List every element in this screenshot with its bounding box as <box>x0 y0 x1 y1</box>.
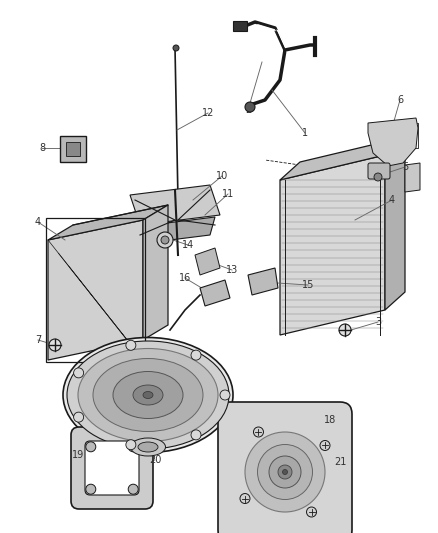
FancyBboxPatch shape <box>85 441 139 495</box>
Ellipse shape <box>143 392 153 399</box>
Ellipse shape <box>113 372 183 418</box>
Text: 6: 6 <box>397 95 403 105</box>
FancyBboxPatch shape <box>233 21 247 31</box>
Circle shape <box>161 236 169 244</box>
Text: 13: 13 <box>226 265 238 275</box>
Ellipse shape <box>67 341 229 449</box>
Circle shape <box>220 390 230 400</box>
Text: 3: 3 <box>375 317 381 327</box>
Ellipse shape <box>269 456 301 488</box>
Ellipse shape <box>258 445 312 499</box>
Text: 7: 7 <box>35 335 41 345</box>
Text: 18: 18 <box>324 415 336 425</box>
Circle shape <box>74 412 84 422</box>
Text: 1: 1 <box>302 128 308 138</box>
Polygon shape <box>130 185 220 225</box>
Polygon shape <box>248 268 278 295</box>
Polygon shape <box>368 118 418 166</box>
Circle shape <box>157 232 173 248</box>
Circle shape <box>339 324 351 336</box>
Circle shape <box>245 102 255 112</box>
Circle shape <box>128 484 138 494</box>
Polygon shape <box>48 220 143 360</box>
Text: 15: 15 <box>302 280 314 290</box>
Text: 2: 2 <box>245 105 251 115</box>
Ellipse shape <box>278 465 292 479</box>
Polygon shape <box>143 205 168 340</box>
Ellipse shape <box>133 385 163 405</box>
Circle shape <box>49 339 61 351</box>
Text: 12: 12 <box>202 108 214 118</box>
Text: 5: 5 <box>402 162 408 172</box>
FancyBboxPatch shape <box>60 136 86 162</box>
FancyBboxPatch shape <box>66 142 80 156</box>
Text: 4: 4 <box>35 217 41 227</box>
Circle shape <box>191 350 201 360</box>
Ellipse shape <box>131 438 166 456</box>
Text: 11: 11 <box>222 189 234 199</box>
Ellipse shape <box>78 349 218 441</box>
Text: 4: 4 <box>389 195 395 205</box>
Circle shape <box>74 368 84 378</box>
Circle shape <box>307 507 317 517</box>
Text: 10: 10 <box>216 171 228 181</box>
Polygon shape <box>405 163 420 192</box>
Polygon shape <box>280 155 385 335</box>
Polygon shape <box>130 217 215 245</box>
Ellipse shape <box>93 359 203 432</box>
Text: 19: 19 <box>72 450 84 460</box>
Ellipse shape <box>283 470 287 474</box>
Circle shape <box>320 440 330 450</box>
Circle shape <box>86 484 96 494</box>
Text: 20: 20 <box>149 455 161 465</box>
Polygon shape <box>385 137 405 310</box>
Circle shape <box>240 494 250 504</box>
Ellipse shape <box>138 442 158 452</box>
Text: 22: 22 <box>89 373 101 383</box>
Circle shape <box>374 173 382 181</box>
Circle shape <box>173 45 179 51</box>
Circle shape <box>126 440 136 450</box>
FancyBboxPatch shape <box>368 163 390 179</box>
Circle shape <box>254 427 264 437</box>
Polygon shape <box>280 137 405 180</box>
Polygon shape <box>195 248 220 275</box>
Polygon shape <box>200 280 230 306</box>
FancyBboxPatch shape <box>71 427 153 509</box>
FancyBboxPatch shape <box>218 402 352 533</box>
Text: 14: 14 <box>182 240 194 250</box>
Ellipse shape <box>245 432 325 512</box>
Polygon shape <box>48 205 168 240</box>
Circle shape <box>128 442 138 452</box>
Text: 16: 16 <box>179 273 191 283</box>
Text: 21: 21 <box>334 457 346 467</box>
Circle shape <box>86 442 96 452</box>
Text: 8: 8 <box>39 143 45 153</box>
Circle shape <box>126 340 136 350</box>
Circle shape <box>191 430 201 440</box>
Ellipse shape <box>63 337 233 453</box>
